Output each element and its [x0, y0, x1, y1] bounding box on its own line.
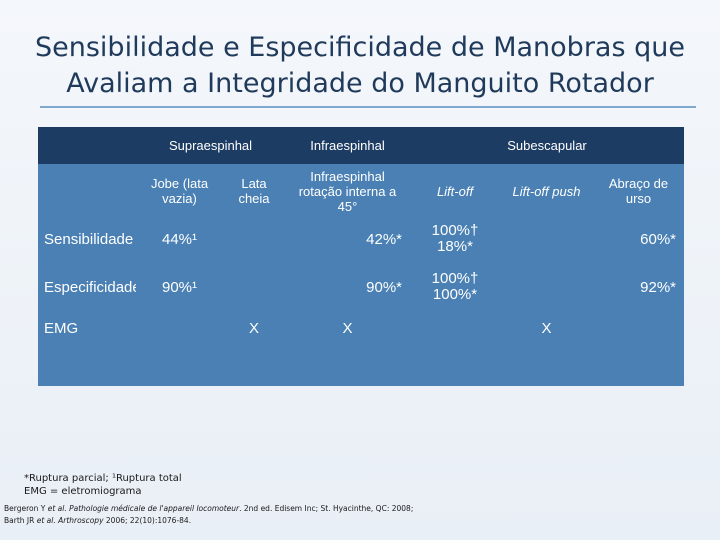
cell-spec-infra: 90%*	[285, 260, 410, 314]
cell-spec-jobe: 90%¹	[136, 260, 223, 314]
cell-spec-abraco: 92%*	[593, 260, 684, 314]
maneuvers-table: Supraespinhal Infraespinhal Subescapular…	[38, 127, 684, 386]
row-label-especificidade: Especificidade	[38, 260, 136, 314]
cell-sens-infra: 42%*	[285, 218, 410, 260]
row-label-emg: EMG	[38, 314, 136, 386]
cell-emg-infra: X	[285, 314, 410, 386]
slide-title: Sensibilidade e Especificidade de Manobr…	[20, 30, 700, 102]
cell-spec-lata-cheia	[223, 260, 285, 314]
cell-spec-lift-off-push	[500, 260, 593, 314]
test-header-abraco-urso: Abraço de urso	[593, 164, 684, 218]
cell-sens-jobe: 44%¹	[136, 218, 223, 260]
ref1-author: Bergeron Y	[4, 504, 48, 513]
test-header-infra-rotacao: Infraespinhal rotação interna a 45°	[285, 164, 410, 218]
group-header-infraespinhal: Infraespinhal	[285, 127, 410, 164]
references: Bergeron Y et al. Pathologie médicale de…	[4, 503, 413, 527]
group-header-supraespinhal: Supraespinhal	[136, 127, 285, 164]
reference-2: Barth JR et al. Arthroscopy 2006; 22(10)…	[4, 515, 413, 527]
cell-sens-lift-off-push	[500, 218, 593, 260]
test-header-lata-cheia: Lata cheia	[223, 164, 285, 218]
cell-emg-lift-off-push: X	[500, 314, 593, 386]
title-divider	[40, 106, 696, 108]
cell-sens-lift-off: 100%† 18%*	[410, 218, 500, 260]
title-line-2: Avaliam a Integridade do Manguito Rotado…	[66, 68, 654, 99]
cell-emg-jobe	[136, 314, 223, 386]
footnote-ruptura: *Ruptura parcial; ¹Ruptura total	[24, 473, 182, 484]
spec-lift-off-value-2: 100%*	[432, 286, 478, 303]
table-subheader-row: Jobe (lata vazia) Lata cheia Infraespinh…	[38, 164, 684, 218]
test-header-jobe: Jobe (lata vazia)	[136, 164, 223, 218]
cell-emg-lift-off	[410, 314, 500, 386]
ref1-etal: et al. Pathologie médicale de l'appareil…	[47, 504, 240, 513]
table-header-row: Supraespinhal Infraespinhal Subescapular	[38, 127, 684, 164]
cell-emg-abraco	[593, 314, 684, 386]
sens-lift-off-value-2: 18%*	[437, 238, 473, 255]
test-header-lift-off: Lift-off	[410, 164, 500, 218]
ref2-etal: et al. Arthroscopy	[36, 516, 104, 525]
test-header-lift-off-push: Lift-off push	[500, 164, 593, 218]
table-row-sensibilidade: Sensibilidade 44%¹ 42%* 100%† 18%* 60%*	[38, 218, 684, 260]
ref1-rest: . 2nd ed. Edisem Inc; St. Hyacinthe, QC:…	[239, 504, 414, 513]
cell-emg-lata-cheia: X	[223, 314, 285, 386]
subheader-empty-cell	[38, 164, 136, 218]
cell-sens-lata-cheia	[223, 218, 285, 260]
cell-spec-lift-off: 100%† 100%*	[410, 260, 500, 314]
spec-lift-off-value-1: 100%†	[431, 270, 479, 287]
footnote-emg: EMG = eletromiograma	[24, 486, 142, 497]
row-label-sensibilidade: Sensibilidade	[38, 218, 136, 260]
title-line-1: Sensibilidade e Especificidade de Manobr…	[35, 32, 685, 63]
table-row-especificidade: Especificidade 90%¹ 90%* 100%† 100%* 92%…	[38, 260, 684, 314]
cell-sens-abraco: 60%*	[593, 218, 684, 260]
group-header-subescapular: Subescapular	[410, 127, 684, 164]
reference-1: Bergeron Y et al. Pathologie médicale de…	[4, 503, 413, 515]
table-row-emg: EMG X X X	[38, 314, 684, 386]
sens-lift-off-value-1: 100%†	[431, 222, 479, 239]
ref2-author: Barth JR	[4, 516, 37, 525]
ref2-rest: 2006; 22(10):1076-84.	[103, 516, 192, 525]
header-empty-cell	[38, 127, 136, 164]
footnotes: *Ruptura parcial; ¹Ruptura total EMG = e…	[24, 472, 182, 498]
